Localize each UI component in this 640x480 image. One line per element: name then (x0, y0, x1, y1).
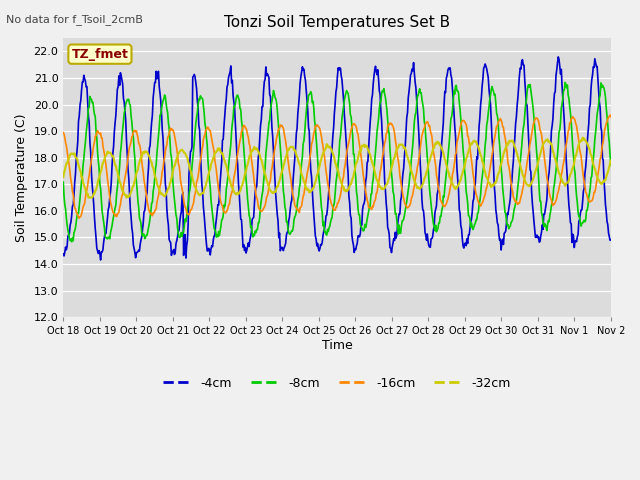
X-axis label: Time: Time (322, 339, 353, 352)
Legend: -4cm, -8cm, -16cm, -32cm: -4cm, -8cm, -16cm, -32cm (158, 372, 516, 395)
Y-axis label: Soil Temperature (C): Soil Temperature (C) (15, 113, 28, 242)
Text: TZ_fmet: TZ_fmet (72, 48, 129, 60)
Title: Tonzi Soil Temperatures Set B: Tonzi Soil Temperatures Set B (224, 15, 450, 30)
Text: No data for f_Tsoil_2cmB: No data for f_Tsoil_2cmB (6, 14, 143, 25)
